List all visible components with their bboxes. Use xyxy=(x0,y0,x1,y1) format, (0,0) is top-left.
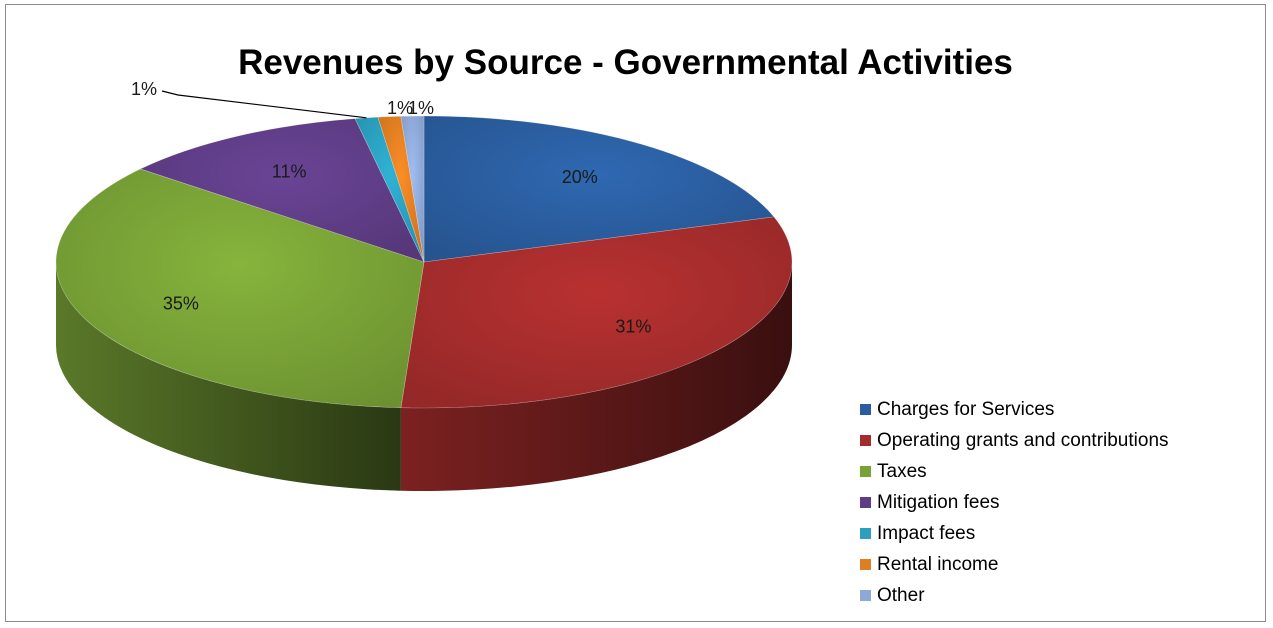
pie-side-1 xyxy=(400,262,792,492)
legend-item: Mitigation fees xyxy=(860,487,1169,518)
legend-label: Rental income xyxy=(877,553,999,575)
pie-slice-0 xyxy=(423,115,775,263)
pie-data-label: 20% xyxy=(562,167,598,187)
legend-item: Operating grants and contributions xyxy=(860,425,1169,456)
chart-legend: Charges for Services Operating grants an… xyxy=(860,394,1169,611)
legend-label: Mitigation fees xyxy=(877,491,1000,513)
legend-swatch xyxy=(860,404,871,415)
pie-slice-3 xyxy=(139,118,425,263)
chart-title: Revenues by Source - Governmental Activi… xyxy=(238,43,1013,82)
legend-item: Other xyxy=(860,580,1169,611)
legend-label: Taxes xyxy=(877,460,927,482)
legend-label: Operating grants and contributions xyxy=(877,429,1169,451)
legend-item: Rental income xyxy=(860,549,1169,580)
legend-label: Charges for Services xyxy=(877,398,1055,420)
pie-data-label: 31% xyxy=(615,316,651,336)
pie-top xyxy=(55,115,793,409)
legend-swatch xyxy=(860,497,871,508)
pie-data-label: 1% xyxy=(131,79,157,99)
pie-slice-2 xyxy=(55,168,425,409)
legend-label: Impact fees xyxy=(877,522,976,544)
legend-item: Charges for Services xyxy=(860,394,1169,425)
pie-slice-5 xyxy=(377,115,425,263)
pie-data-label: 1% xyxy=(387,98,413,118)
legend-item: Taxes xyxy=(860,456,1169,487)
pie-chart: 20%31%35%11%1%1%1% xyxy=(55,79,793,492)
pie-labels: 20%31%35%11%1%1%1% xyxy=(131,79,651,336)
legend-swatch xyxy=(860,435,871,446)
leader-line xyxy=(161,90,367,119)
pie-data-label: 1% xyxy=(408,98,434,118)
legend-label: Other xyxy=(877,584,925,606)
legend-swatch xyxy=(860,466,871,477)
chart-frame: Revenues by Source - Governmental Activi… xyxy=(5,4,1266,622)
legend-item: Impact fees xyxy=(860,518,1169,549)
pie-side-walls xyxy=(55,262,792,492)
legend-swatch xyxy=(860,590,871,601)
pie-slice-6 xyxy=(400,115,425,263)
legend-swatch xyxy=(860,528,871,539)
pie-side-2 xyxy=(55,262,401,491)
pie-data-label: 35% xyxy=(163,294,199,314)
legend-swatch xyxy=(860,559,871,570)
pie-slice-1 xyxy=(400,216,793,409)
pie-data-label: 11% xyxy=(272,162,307,182)
